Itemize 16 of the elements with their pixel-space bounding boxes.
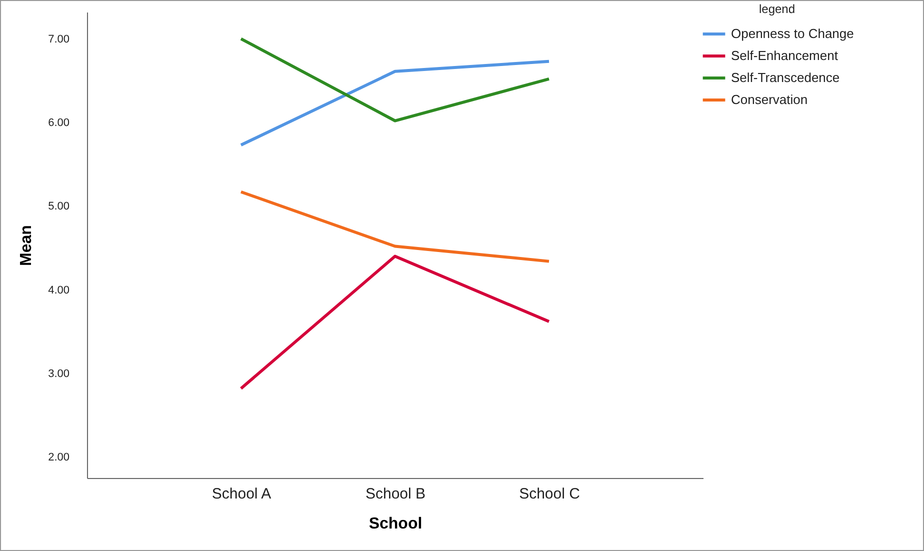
y-tick-label: 2.00 xyxy=(48,452,70,464)
y-axis-title: Mean xyxy=(18,225,36,266)
y-tick-label: 7.00 xyxy=(48,33,70,46)
legend-title: legend xyxy=(758,2,796,16)
y-tick-label: 5.00 xyxy=(48,200,70,213)
x-tick-label: School A xyxy=(212,486,272,502)
legend-label: Openness to Change xyxy=(731,26,854,41)
y-tick-label: 4.00 xyxy=(48,284,70,296)
legend-label: Conservation xyxy=(731,92,808,107)
x-tick-label: School B xyxy=(365,486,426,502)
x-tick-label: School C xyxy=(519,486,580,502)
y-tick-label: 3.00 xyxy=(48,368,70,380)
y-tick-label: 6.00 xyxy=(48,116,70,129)
legend-label: Self-Transcedence xyxy=(731,70,840,85)
x-axis-title: School xyxy=(368,516,422,532)
legend-label: Self-Enhancement xyxy=(731,48,838,63)
